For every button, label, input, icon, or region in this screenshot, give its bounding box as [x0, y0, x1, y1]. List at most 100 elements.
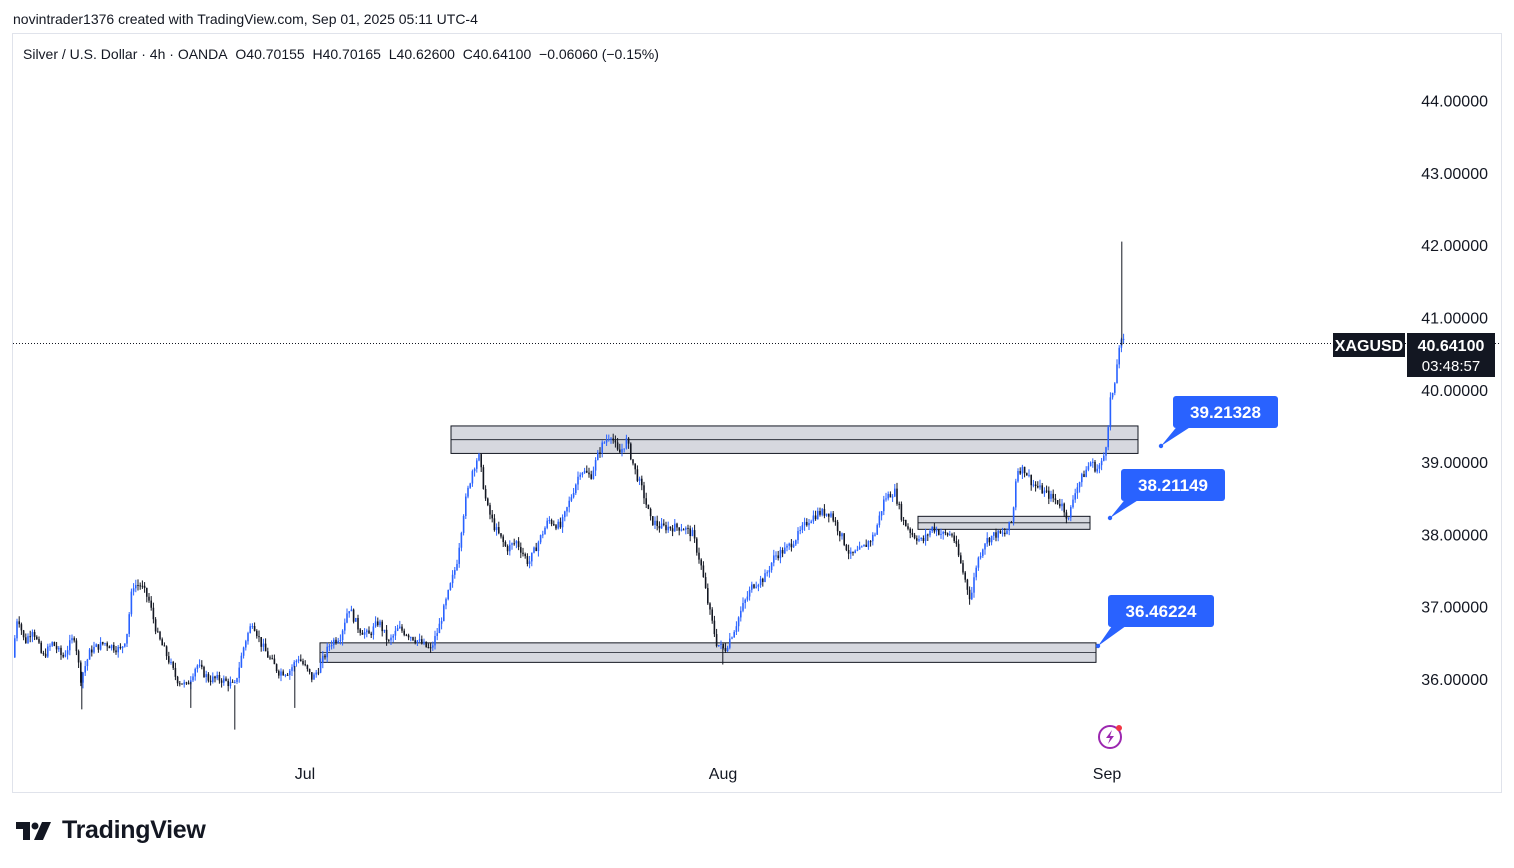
price-callout[interactable]: 39.21328	[1158, 396, 1278, 449]
candle-body	[97, 644, 100, 650]
candle-body	[944, 531, 947, 534]
candle-body	[1078, 482, 1081, 488]
candle-body	[660, 523, 663, 529]
candle-body	[396, 628, 399, 631]
symbol-legend[interactable]: Silver / U.S. Dollar · 4h · OANDA O40.70…	[23, 46, 659, 62]
price-axis[interactable]: 44.00000 43.00000 42.00000 41.00000 40.00000…	[1421, 94, 1488, 689]
candle-body	[185, 682, 188, 684]
legend-high: H40.70165	[312, 46, 381, 62]
price-tick-label: 40.00000	[1421, 383, 1488, 400]
candle-body	[379, 621, 381, 626]
candle-body	[418, 639, 421, 641]
candle-body	[399, 626, 401, 629]
price-tag-countdown: 03:48:57	[1422, 358, 1480, 375]
candle-body	[757, 584, 760, 587]
lightning-icon[interactable]	[1098, 725, 1122, 749]
candle-body	[843, 533, 845, 545]
candle-body	[401, 626, 403, 631]
candle-body	[808, 523, 810, 526]
candle-body	[172, 661, 174, 668]
candle-body	[680, 529, 683, 531]
price-callout[interactable]: 36.46224	[1095, 595, 1214, 649]
candle-body	[385, 629, 388, 641]
candle-body	[1041, 485, 1043, 494]
tradingview-logo[interactable]: TradingView	[16, 816, 206, 845]
candle-body	[436, 633, 438, 636]
candle-body	[988, 537, 991, 543]
candle-body	[110, 644, 113, 649]
candle-body	[438, 623, 441, 634]
candle-body	[29, 636, 31, 638]
candle-body	[93, 646, 95, 653]
zones-layer	[319, 425, 1139, 663]
candle-body	[451, 574, 454, 584]
price-callout[interactable]: 38.21149	[1107, 469, 1225, 521]
candle-body	[517, 541, 520, 548]
candle-body	[797, 530, 799, 541]
candle-body	[649, 508, 652, 517]
candle-body	[1052, 493, 1054, 499]
candle-body	[482, 467, 485, 489]
candle-body	[286, 674, 289, 676]
candle-body	[700, 559, 702, 566]
candle-body	[291, 667, 293, 671]
candle-body	[801, 525, 804, 530]
candle-body	[977, 557, 980, 568]
candle-body	[341, 630, 344, 641]
candle-body	[1096, 468, 1098, 472]
candle-body	[1076, 487, 1079, 494]
candle-body	[894, 488, 896, 497]
candle-body	[744, 599, 746, 603]
candle-body	[262, 643, 265, 647]
candle-body	[339, 640, 342, 642]
candle-body	[275, 664, 278, 672]
candle-body	[999, 530, 1002, 534]
candle-body	[724, 648, 727, 652]
candle-body	[152, 607, 155, 620]
candle-body	[938, 529, 940, 535]
candle-body	[440, 621, 443, 624]
candle-body	[40, 642, 42, 653]
time-axis[interactable]: Jul Aug Sep	[295, 766, 1122, 783]
candle-body	[511, 543, 513, 545]
candle-body	[913, 534, 916, 539]
candle-body	[564, 511, 566, 518]
candle-body	[1017, 470, 1019, 482]
candle-body	[42, 652, 45, 654]
candle-body	[641, 478, 643, 486]
candle-body	[1103, 455, 1105, 461]
header-caption: novintrader1376 created with TradingView…	[13, 11, 478, 27]
time-tick-label: Aug	[709, 766, 737, 783]
candle-body	[548, 520, 551, 522]
candle-body	[709, 603, 711, 610]
candle-body	[751, 584, 753, 590]
candle-body	[616, 442, 619, 450]
candle-body	[489, 505, 491, 515]
candle-body	[1105, 447, 1107, 456]
candle-body	[638, 478, 641, 481]
candle-body	[91, 649, 93, 653]
candle-body	[498, 527, 500, 534]
candle-body	[414, 640, 416, 643]
candle-body	[964, 572, 966, 580]
candle-body	[993, 532, 995, 536]
price-tick-label: 37.00000	[1421, 600, 1488, 617]
candle-body	[509, 544, 511, 552]
callout-anchor	[1158, 443, 1164, 449]
candle-body	[1085, 469, 1087, 477]
legend-change: −0.06060 (−0.15%)	[539, 46, 659, 62]
candle-body	[927, 534, 929, 536]
candle-body	[66, 650, 69, 655]
candle-body	[220, 680, 223, 683]
candle-body	[524, 554, 526, 557]
candle-body	[905, 520, 907, 527]
price-tag-price: 40.64100	[1418, 338, 1485, 355]
candle-body	[984, 543, 986, 550]
candle-body	[627, 438, 630, 444]
candle-body	[64, 654, 67, 657]
candle-body	[909, 528, 911, 533]
candle-body	[931, 526, 933, 532]
legend-open: O40.70155	[235, 46, 305, 62]
candle-body	[1026, 473, 1028, 476]
